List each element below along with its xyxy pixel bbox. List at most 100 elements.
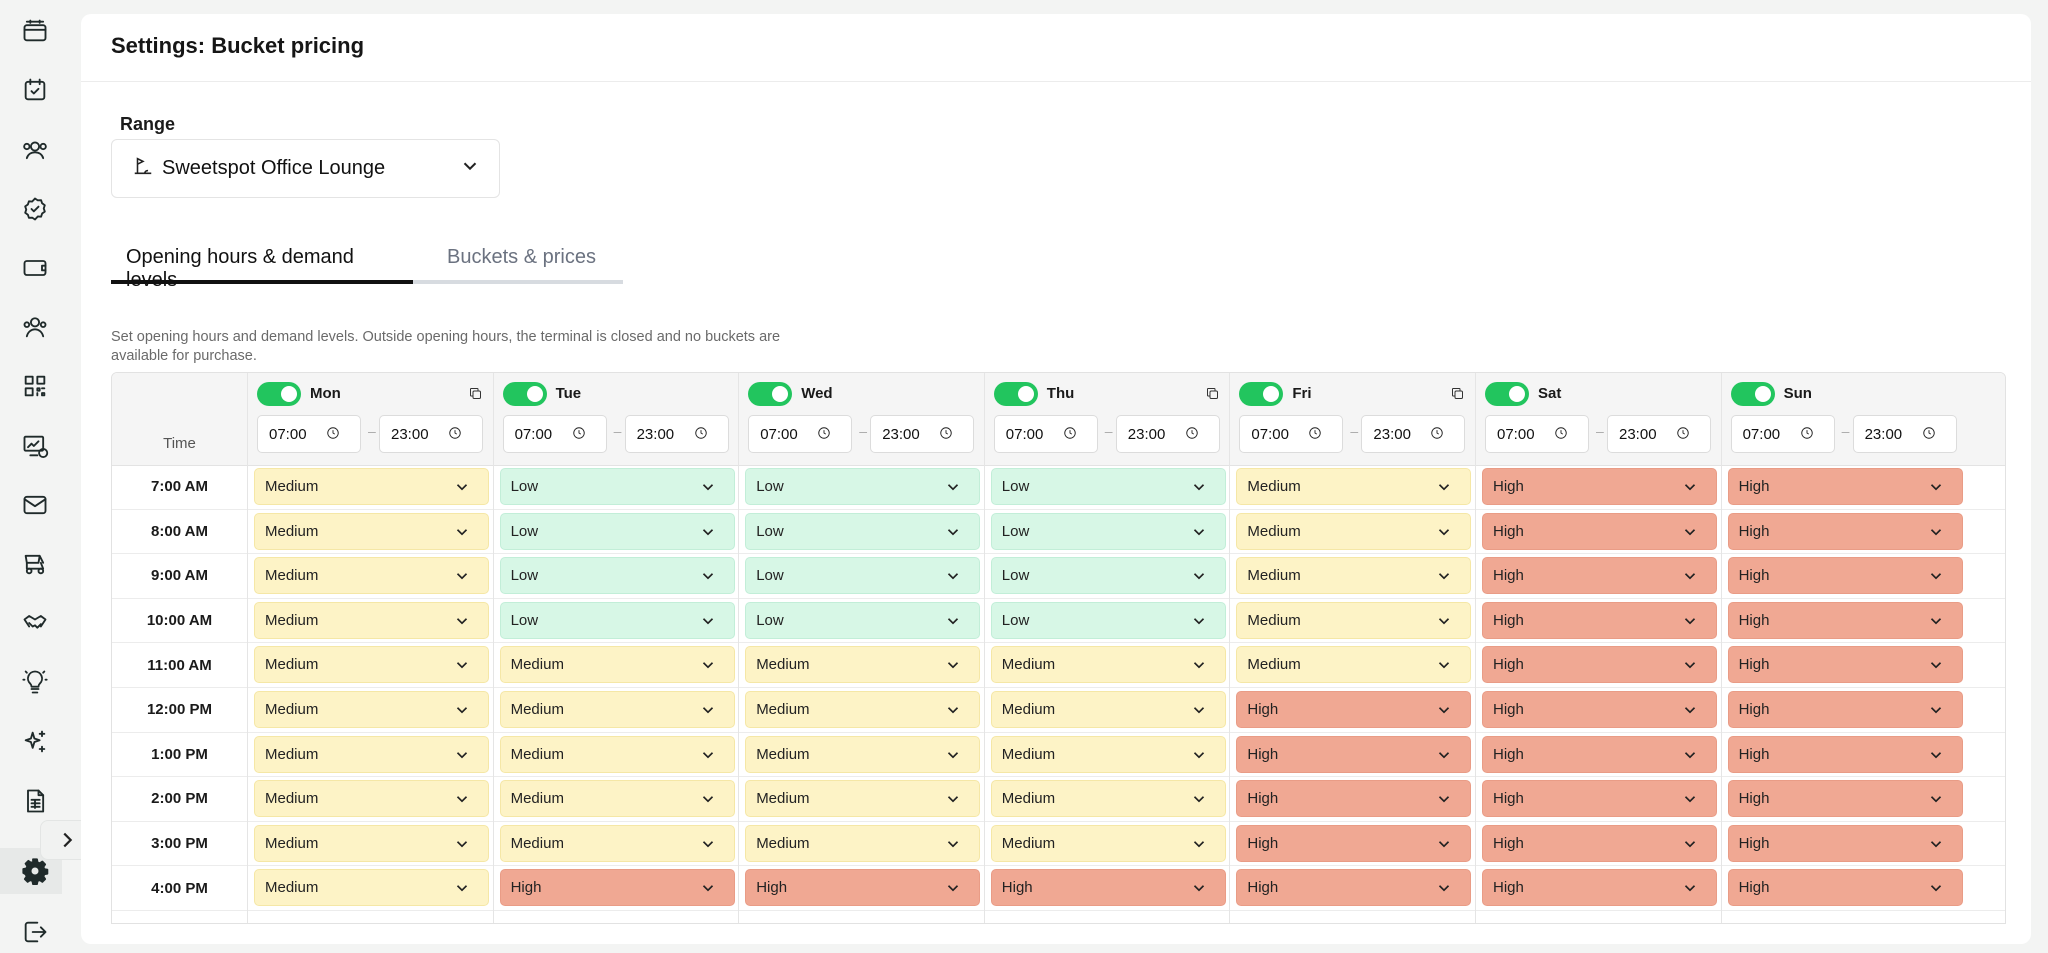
demand-level-select[interactable]: High <box>1482 557 1717 595</box>
day-enabled-toggle[interactable] <box>748 382 793 406</box>
copy-icon[interactable] <box>468 386 483 406</box>
demand-level-select[interactable]: High <box>1727 512 1963 550</box>
users-icon[interactable] <box>19 134 51 166</box>
demand-level-select[interactable]: Low <box>745 468 981 505</box>
golf-cart-icon[interactable] <box>19 548 51 580</box>
close-time-input[interactable]: 23:00 <box>1361 415 1466 453</box>
demand-level-select[interactable]: High <box>1727 557 1963 595</box>
close-time-input[interactable]: 23:00 <box>624 415 729 453</box>
day-enabled-toggle[interactable] <box>1239 382 1284 406</box>
day-enabled-toggle[interactable] <box>1485 382 1529 406</box>
open-time-input[interactable]: 07:00 <box>748 415 853 453</box>
demand-level-select[interactable]: Medium <box>1236 646 1472 684</box>
demand-level-select[interactable]: Low <box>499 512 735 550</box>
copy-icon[interactable] <box>1450 386 1465 406</box>
demand-level-select[interactable]: High <box>1236 869 1472 907</box>
demand-level-select[interactable]: Low <box>745 557 981 595</box>
demand-level-select[interactable]: Medium <box>254 468 489 505</box>
demand-level-select[interactable]: Medium <box>745 646 981 684</box>
demand-level-select[interactable]: High <box>499 869 735 907</box>
demand-level-select[interactable]: Medium <box>254 646 489 684</box>
demand-level-select[interactable]: Medium <box>499 646 735 684</box>
open-time-input[interactable]: 07:00 <box>1485 415 1589 453</box>
demand-level-select[interactable]: Medium <box>990 780 1226 818</box>
demand-level-select[interactable]: High <box>1236 691 1472 728</box>
demand-level-select[interactable]: High <box>1482 869 1717 907</box>
demand-level-select[interactable]: Medium <box>990 735 1226 773</box>
demand-level-select[interactable]: Medium <box>499 735 735 773</box>
demand-level-select[interactable]: Medium <box>254 557 489 595</box>
demand-level-select[interactable]: Medium <box>1236 601 1472 639</box>
sparkles-icon[interactable] <box>19 726 51 758</box>
demand-level-select[interactable]: Medium <box>254 824 489 862</box>
demand-level-select[interactable]: Medium <box>499 691 735 728</box>
demand-level-select[interactable]: High <box>1727 824 1963 862</box>
close-time-input[interactable]: 23:00 <box>1115 415 1220 453</box>
settings-gear-icon[interactable] <box>19 855 51 887</box>
demand-level-select[interactable]: High <box>1727 869 1963 907</box>
open-time-input[interactable]: 07:00 <box>502 415 607 453</box>
day-enabled-toggle[interactable] <box>993 382 1038 406</box>
demand-level-select[interactable]: High <box>1482 512 1717 550</box>
demand-level-select[interactable]: Medium <box>990 646 1226 684</box>
demand-level-select[interactable]: High <box>1482 691 1717 728</box>
demand-level-select[interactable]: Low <box>499 557 735 595</box>
demand-level-select[interactable]: Medium <box>254 780 489 818</box>
tab-opening-hours[interactable]: Opening hours & demand levels <box>111 230 413 291</box>
demand-level-select[interactable]: Medium <box>1236 468 1472 505</box>
demand-level-select[interactable]: High <box>1727 601 1963 639</box>
demand-level-select[interactable]: High <box>1236 780 1472 818</box>
demand-level-select[interactable]: High <box>1236 824 1472 862</box>
demand-level-select[interactable]: Low <box>990 512 1226 550</box>
calendar-check-icon[interactable] <box>19 74 51 106</box>
day-enabled-toggle[interactable] <box>1730 382 1775 406</box>
demand-level-select[interactable]: High <box>1482 601 1717 639</box>
demand-level-select[interactable]: High <box>1482 780 1717 818</box>
close-time-input[interactable]: 23:00 <box>1852 415 1957 453</box>
demand-level-select[interactable]: High <box>745 869 981 907</box>
demand-level-select[interactable]: Medium <box>745 735 981 773</box>
demand-level-select[interactable]: High <box>1482 735 1717 773</box>
demand-level-select[interactable]: Medium <box>254 512 489 550</box>
demand-level-select[interactable]: Medium <box>745 691 981 728</box>
demand-level-select[interactable]: Medium <box>990 824 1226 862</box>
demand-level-select[interactable]: Low <box>990 557 1226 595</box>
demand-level-select[interactable]: Medium <box>254 869 489 907</box>
demand-level-select[interactable]: High <box>1482 646 1717 684</box>
demand-level-select[interactable]: Medium <box>254 601 489 639</box>
day-enabled-toggle[interactable] <box>502 382 547 406</box>
badge-check-icon[interactable] <box>19 193 51 225</box>
members-icon[interactable] <box>19 311 51 343</box>
demand-level-select[interactable]: High <box>1482 468 1717 505</box>
close-time-input[interactable]: 23:00 <box>1607 415 1711 453</box>
close-time-input[interactable]: 23:00 <box>379 415 483 453</box>
demand-level-select[interactable]: High <box>1727 691 1963 728</box>
demand-level-select[interactable]: High <box>1482 824 1717 862</box>
close-time-input[interactable]: 23:00 <box>870 415 975 453</box>
open-time-input[interactable]: 07:00 <box>1239 415 1344 453</box>
demand-level-select[interactable]: Low <box>499 468 735 505</box>
demand-level-select[interactable]: High <box>1727 735 1963 773</box>
demand-level-select[interactable]: Low <box>745 601 981 639</box>
demand-level-select[interactable]: Medium <box>745 824 981 862</box>
demand-level-select[interactable]: Medium <box>1236 512 1472 550</box>
range-select[interactable]: Sweetspot Office Lounge <box>111 139 500 198</box>
demand-level-select[interactable]: Medium <box>499 824 735 862</box>
demand-level-select[interactable]: Medium <box>1236 557 1472 595</box>
day-enabled-toggle[interactable] <box>257 382 301 406</box>
demand-level-select[interactable]: High <box>1727 780 1963 818</box>
tab-buckets-prices[interactable]: Buckets & prices <box>413 230 623 284</box>
handshake-icon[interactable] <box>19 607 51 639</box>
demand-level-select[interactable]: High <box>990 869 1226 907</box>
open-time-input[interactable]: 07:00 <box>257 415 361 453</box>
demand-level-select[interactable]: Medium <box>745 780 981 818</box>
demand-level-select[interactable]: Medium <box>990 691 1226 728</box>
demand-level-select[interactable]: Medium <box>254 691 489 728</box>
qr-code-icon[interactable] <box>19 370 51 402</box>
open-time-input[interactable]: 07:00 <box>993 415 1098 453</box>
spreadsheet-icon[interactable] <box>19 785 51 817</box>
monitor-dollar-icon[interactable] <box>19 430 51 462</box>
demand-level-select[interactable]: Medium <box>499 780 735 818</box>
mail-icon[interactable] <box>19 489 51 521</box>
demand-level-select[interactable]: Low <box>990 601 1226 639</box>
